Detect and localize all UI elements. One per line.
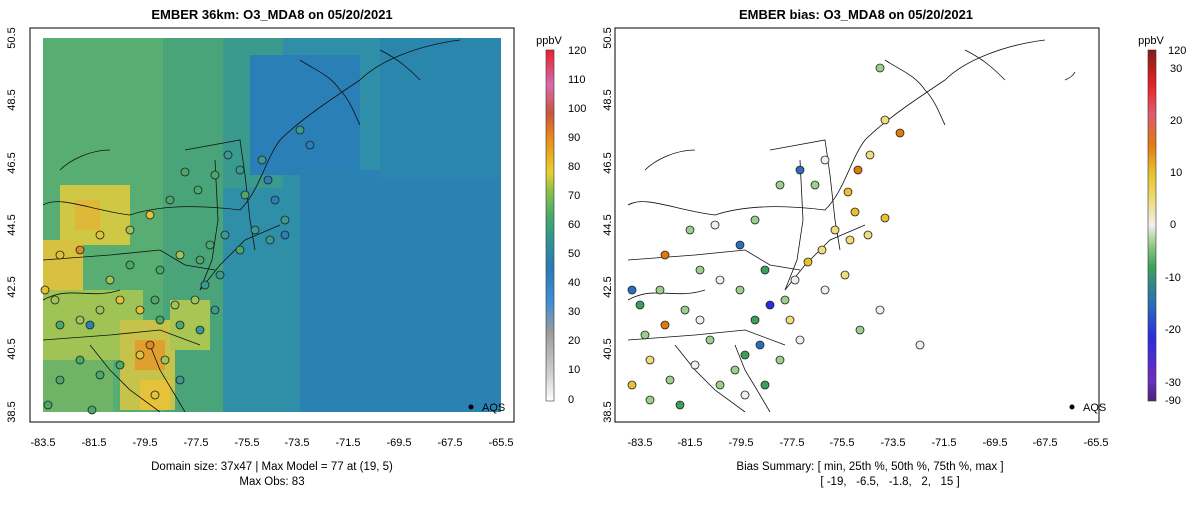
left-y-tick: 42.5 [6,276,18,297]
right-colorbar-tick: -10 [1165,272,1181,284]
right-y-tick: 44.5 [602,214,614,235]
right-title: EMBER bias: O3_MDA8 on 05/20/2021 [739,7,973,22]
left-colorbar-tick: 70 [568,190,580,202]
right-y-tick: 50.5 [602,27,614,48]
left-colorbar-tick: 100 [568,103,586,115]
left-y-axis: 50.5 48.5 46.5 44.5 42.5 40.5 38.5 [6,27,18,422]
right-colorbar-tick: 0 [1170,219,1176,231]
right-x-tick: -65.5 [1083,437,1108,449]
left-y-tick: 44.5 [6,214,18,235]
left-colorbar-tick: 120 [568,45,586,57]
left-colorbar-tick: 110 [568,74,586,86]
left-colorbar-tick: 10 [568,364,580,376]
left-colorbar-tick: 90 [568,132,580,144]
left-y-tick: 46.5 [6,152,18,173]
left-x-tick: -69.5 [386,437,411,449]
right-x-tick: -71.5 [931,437,956,449]
left-x-tick: -81.5 [81,437,106,449]
right-colorbar-tick: -20 [1165,324,1181,336]
right-x-axis: -83.5 -81.5 -79.5 -77.5 -75.5 -73.5 -71.… [627,421,1109,449]
right-stations [627,63,925,410]
left-colorbar-tick: 20 [568,335,580,347]
left-panel: EMBER 36km: O3_MDA8 on 05/20/2021 [6,7,586,488]
right-y-tick: 38.5 [602,401,614,422]
left-title: EMBER 36km: O3_MDA8 on 05/20/2021 [151,7,392,22]
left-x-axis: -83.5 -81.5 -79.5 -77.5 -75.5 -73.5 -71.… [30,421,514,449]
left-x-tick: -71.5 [335,437,360,449]
left-x-tick: -79.5 [132,437,157,449]
left-footer-line2: Max Obs: 83 [239,476,304,488]
left-colorbar-tick: 0 [568,394,574,406]
left-colorbar-tick: 50 [568,248,580,260]
left-x-tick: -73.5 [284,437,309,449]
right-colorbar: ppbV 120 30 20 10 0 -10 -20 -30 -90 [1138,35,1186,407]
right-colorbar-tick: -30 [1165,377,1181,389]
right-x-tick: -81.5 [677,437,702,449]
left-x-tick: -77.5 [183,437,208,449]
right-y-tick: 48.5 [602,89,614,110]
left-y-tick: 38.5 [6,401,18,422]
right-boundaries [628,39,1076,412]
left-aqs-label: AQS [482,402,505,414]
left-colorbar: ppbV 120 110 100 90 80 70 60 50 40 30 20… [536,35,586,406]
right-colorbar-tick: 20 [1170,115,1182,127]
right-y-tick: 42.5 [602,276,614,297]
right-x-tick: -75.5 [829,437,854,449]
right-colorbar-tick: 30 [1170,63,1182,75]
left-y-tick: 40.5 [6,338,18,359]
left-y-tick: 50.5 [6,27,18,48]
left-x-tick: -65.5 [488,437,513,449]
right-x-tick: -79.5 [728,437,753,449]
right-colorbar-title: ppbV [1138,35,1164,47]
right-x-tick: -83.5 [627,437,652,449]
right-aqs-marker [1069,404,1075,410]
right-footer-line1: Bias Summary: [ min, 25th %, 50th %, 75t… [736,461,1003,473]
left-model-field [43,38,501,412]
right-x-tick: -77.5 [779,437,804,449]
left-colorbar-tick: 60 [568,219,580,231]
right-footer-line2: [ -19, -6.5, -1.8, 2, 15 ] [820,476,959,488]
left-aqs-marker [468,404,474,410]
right-plot-frame [614,27,1100,423]
right-colorbar-ramp [1147,49,1157,402]
right-colorbar-tick: 10 [1170,167,1182,179]
right-colorbar-tick: 120 [1168,45,1186,57]
right-colorbar-tick: -90 [1165,395,1181,407]
left-colorbar-tick: 80 [568,161,580,173]
right-y-tick: 40.5 [602,338,614,359]
right-y-axis: 50.5 48.5 46.5 44.5 42.5 40.5 38.5 [602,27,614,422]
left-y-tick: 48.5 [6,89,18,110]
left-stations [40,125,315,415]
left-x-tick: -83.5 [30,437,55,449]
left-footer-line1: Domain size: 37x47 | Max Model = 77 at (… [151,461,393,473]
left-colorbar-tick: 40 [568,277,580,289]
right-x-tick: -73.5 [880,437,905,449]
right-x-tick: -69.5 [982,437,1007,449]
right-panel: EMBER bias: O3_MDA8 on 05/20/2021 [602,7,1186,488]
right-x-tick: -67.5 [1032,437,1057,449]
right-aqs-label: AQS [1083,402,1106,414]
right-y-tick: 46.5 [602,152,614,173]
left-colorbar-title: ppbV [536,35,562,47]
left-colorbar-tick: 30 [568,306,580,318]
left-x-tick: -67.5 [437,437,462,449]
left-x-tick: -75.5 [234,437,259,449]
left-colorbar-ramp [545,49,555,402]
